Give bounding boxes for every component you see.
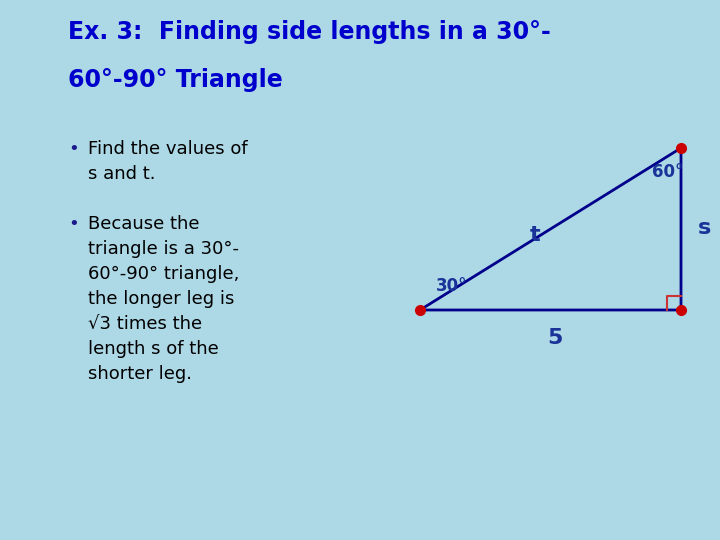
Text: Because the
triangle is a 30°-
60°-90° triangle,
the longer leg is
√3 times the
: Because the triangle is a 30°- 60°-90° t…: [88, 215, 239, 383]
Text: •: •: [68, 215, 78, 233]
Text: Find the values of
s and t.: Find the values of s and t.: [88, 140, 248, 183]
Text: 60°-90° Triangle: 60°-90° Triangle: [68, 68, 283, 92]
Text: t: t: [530, 225, 540, 245]
Text: s: s: [698, 218, 711, 238]
Text: •: •: [68, 140, 78, 158]
Text: 30°: 30°: [436, 277, 467, 295]
Text: 60°: 60°: [652, 163, 683, 181]
Text: 5: 5: [547, 328, 563, 348]
Text: Ex. 3:  Finding side lengths in a 30°-: Ex. 3: Finding side lengths in a 30°-: [68, 20, 551, 44]
